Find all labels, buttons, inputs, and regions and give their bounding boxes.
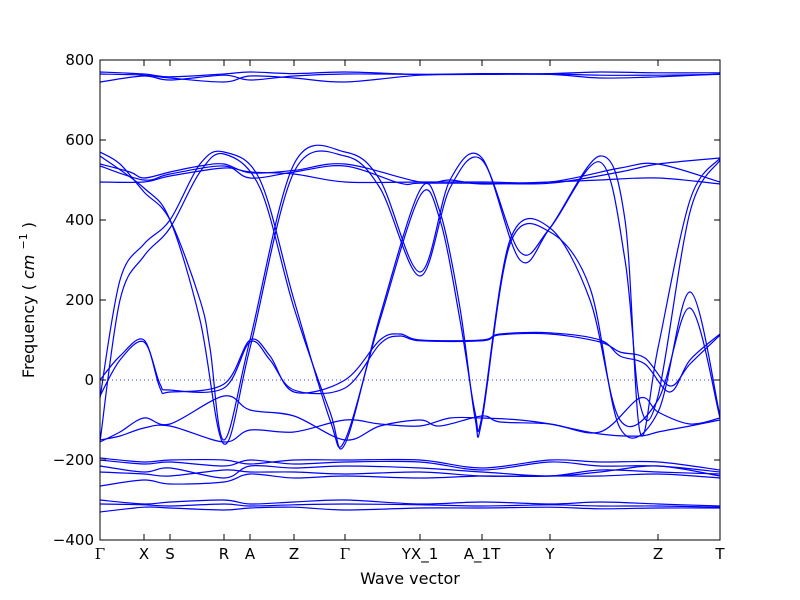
band-line-20 <box>100 499 720 507</box>
x-tick-label: R <box>219 545 229 563</box>
band-line-19 <box>100 469 720 487</box>
band-line-4 <box>100 163 720 185</box>
band-line-18 <box>100 469 720 479</box>
x-tick-label: Γ <box>340 545 350 563</box>
y-tick-label: 800 <box>65 51 94 69</box>
x-tick-label: T <box>714 545 725 563</box>
band-line-11 <box>100 331 720 395</box>
band-line-8 <box>100 150 720 445</box>
band-line-1 <box>100 71 720 78</box>
band-line-2 <box>100 73 720 83</box>
band-line-5 <box>100 157 720 186</box>
x-axis-ticks: Γ X S R A Z Γ YX_1 A_1T Y Z T <box>95 60 725 564</box>
x-axis-label: Wave vector <box>360 569 460 588</box>
band-line-10 <box>100 152 720 450</box>
y-axis-label-unit: cm <box>19 255 38 279</box>
band-line-17 <box>100 464 720 479</box>
y-axis-label-unit-exp: −1 <box>17 233 30 249</box>
x-tick-label: A_1T <box>464 545 501 564</box>
plot-frame <box>99 59 721 541</box>
x-tick-label: Z <box>289 545 299 563</box>
band-line-3 <box>100 73 720 83</box>
y-axis-label-paren-open: ( <box>19 284 38 290</box>
band-line-12 <box>100 332 720 397</box>
y-axis-label: Frequency ( cm −1 ) <box>12 222 38 378</box>
y-axis-label-paren-close: ) <box>19 222 38 228</box>
band-line-9 <box>100 150 720 448</box>
y-tick-label: −400 <box>53 531 94 549</box>
band-line-14 <box>100 416 720 443</box>
band-line-13 <box>100 395 720 443</box>
x-tick-label: A <box>245 545 256 563</box>
band-line-15 <box>100 457 720 471</box>
band-line-21 <box>100 503 720 508</box>
y-tick-label: 200 <box>65 291 94 309</box>
x-tick-label: Γ <box>95 545 105 563</box>
y-tick-label: 600 <box>65 131 94 149</box>
x-tick-label: Y <box>544 545 555 563</box>
x-tick-label: Z <box>653 545 663 563</box>
band-line-6 <box>100 162 720 184</box>
band-line-7 <box>100 144 720 441</box>
x-tick-label: YX_1 <box>401 545 438 564</box>
y-tick-label: −200 <box>53 451 94 469</box>
x-tick-label: S <box>165 545 175 563</box>
y-tick-label: 400 <box>65 211 94 229</box>
y-axis-label-text: Frequency <box>19 295 38 378</box>
x-tick-label: X <box>139 545 149 563</box>
plot-area <box>100 71 720 513</box>
band-line-16 <box>100 459 720 473</box>
band-line-22 <box>100 506 720 513</box>
y-tick-label: 0 <box>84 371 94 389</box>
